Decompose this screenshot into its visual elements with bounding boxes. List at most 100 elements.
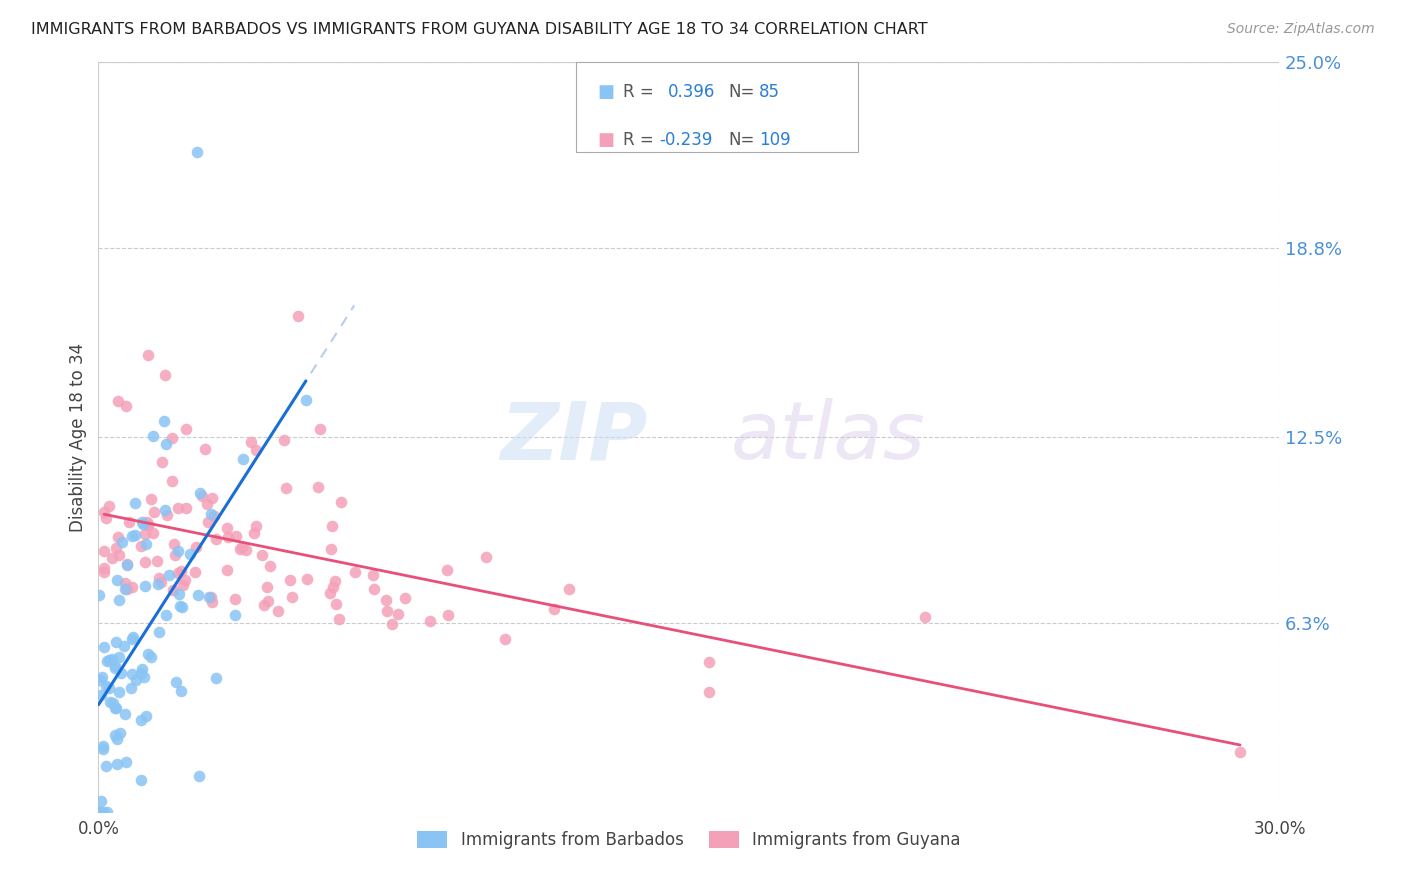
Point bbox=[124, 495, 146, 509]
Point bbox=[197, 515, 219, 529]
Point bbox=[114, 582, 136, 597]
Point bbox=[89, 794, 111, 808]
Point bbox=[543, 602, 565, 616]
Point bbox=[188, 486, 211, 500]
Point bbox=[215, 563, 238, 577]
Point bbox=[114, 707, 136, 722]
Point bbox=[155, 607, 177, 622]
Point bbox=[274, 481, 297, 495]
Point bbox=[93, 640, 115, 654]
Point bbox=[278, 573, 301, 587]
Point bbox=[228, 541, 250, 556]
Point bbox=[184, 540, 207, 554]
Point bbox=[323, 574, 346, 589]
Point bbox=[131, 713, 153, 727]
Point bbox=[475, 550, 498, 565]
Point bbox=[135, 536, 157, 550]
Point bbox=[125, 673, 148, 688]
Point bbox=[129, 665, 152, 680]
Point bbox=[170, 564, 193, 578]
Point bbox=[697, 655, 720, 669]
Point bbox=[104, 728, 127, 742]
Point bbox=[91, 742, 114, 756]
Point bbox=[245, 442, 267, 457]
Text: 0.396: 0.396 bbox=[668, 83, 716, 101]
Text: -0.239: -0.239 bbox=[659, 131, 713, 149]
Point bbox=[394, 591, 416, 606]
Point bbox=[436, 563, 458, 577]
Point bbox=[253, 599, 276, 613]
Point bbox=[381, 617, 404, 632]
Point bbox=[205, 533, 228, 547]
Legend: Immigrants from Barbados, Immigrants from Guyana: Immigrants from Barbados, Immigrants fro… bbox=[411, 824, 967, 855]
Text: 85: 85 bbox=[759, 83, 780, 101]
Point bbox=[105, 573, 128, 587]
Point bbox=[134, 579, 156, 593]
Text: N=: N= bbox=[728, 131, 755, 149]
Point bbox=[100, 696, 122, 710]
Point bbox=[287, 309, 309, 323]
Point bbox=[363, 582, 385, 597]
Point bbox=[118, 515, 141, 529]
Point bbox=[295, 572, 318, 586]
Point bbox=[170, 600, 193, 615]
Point bbox=[121, 632, 143, 647]
Point bbox=[135, 516, 157, 530]
Point bbox=[231, 540, 253, 554]
Point bbox=[121, 667, 143, 681]
Point bbox=[89, 673, 111, 688]
Point bbox=[134, 556, 156, 570]
Point bbox=[89, 805, 111, 819]
Point bbox=[152, 414, 174, 428]
Point bbox=[121, 580, 143, 594]
Point bbox=[94, 679, 117, 693]
Point bbox=[93, 566, 115, 580]
Point bbox=[186, 145, 208, 160]
Point bbox=[96, 511, 118, 525]
Point bbox=[89, 805, 111, 819]
Point bbox=[167, 587, 190, 601]
Point bbox=[166, 566, 188, 580]
Point bbox=[96, 759, 118, 773]
Point bbox=[202, 509, 225, 524]
Point bbox=[250, 548, 273, 562]
Point bbox=[200, 507, 222, 521]
Point bbox=[105, 732, 128, 747]
Point bbox=[156, 508, 179, 523]
Point bbox=[184, 565, 207, 579]
Text: 109: 109 bbox=[759, 131, 790, 149]
Point bbox=[108, 549, 131, 563]
Point bbox=[245, 518, 267, 533]
Point bbox=[150, 574, 173, 589]
Point bbox=[93, 561, 115, 575]
Point bbox=[93, 505, 115, 519]
Point bbox=[163, 537, 186, 551]
Point bbox=[322, 580, 344, 594]
Point bbox=[259, 558, 281, 573]
Point bbox=[273, 433, 295, 447]
Point bbox=[101, 696, 124, 710]
Point bbox=[153, 368, 176, 382]
Point bbox=[131, 540, 153, 554]
Point bbox=[142, 526, 165, 541]
Text: Source: ZipAtlas.com: Source: ZipAtlas.com bbox=[1227, 22, 1375, 37]
Point bbox=[105, 541, 128, 556]
Point bbox=[160, 474, 183, 488]
Point bbox=[91, 805, 114, 819]
Point bbox=[162, 582, 184, 597]
Point bbox=[419, 614, 441, 628]
Point bbox=[194, 442, 217, 456]
Point bbox=[131, 662, 153, 676]
Point bbox=[363, 567, 385, 582]
Point bbox=[134, 527, 156, 541]
Point bbox=[436, 608, 458, 623]
Point bbox=[96, 805, 118, 819]
Point bbox=[115, 399, 138, 413]
Point bbox=[98, 500, 121, 514]
Text: IMMIGRANTS FROM BARBADOS VS IMMIGRANTS FROM GUYANA DISABILITY AGE 18 TO 34 CORRE: IMMIGRANTS FROM BARBADOS VS IMMIGRANTS F… bbox=[31, 22, 928, 37]
Y-axis label: Disability Age 18 to 34: Disability Age 18 to 34 bbox=[69, 343, 87, 532]
Point bbox=[110, 725, 132, 739]
Point bbox=[256, 580, 278, 594]
Point bbox=[257, 594, 280, 608]
Point bbox=[179, 547, 201, 561]
